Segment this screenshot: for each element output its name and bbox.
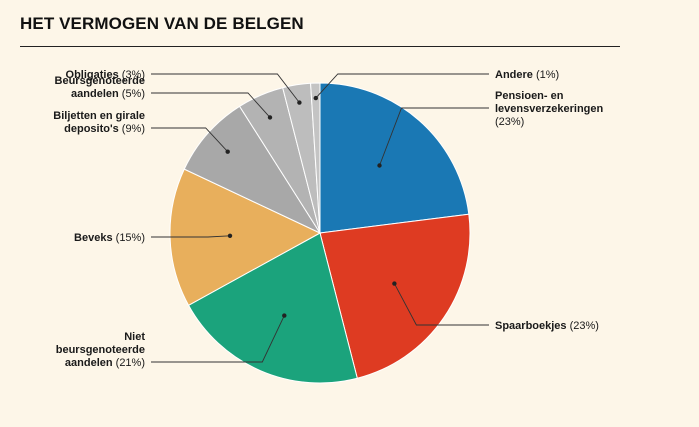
pie-slice-niet-beurs [187,232,358,384]
slice-label-beveks: Beveks (15%) [74,232,145,244]
leader-dot-pensioen [377,163,382,168]
pie-slice-biljetten [183,105,322,235]
slice-label-obligaties: Obligaties (3%) [66,69,145,81]
pie-slices [169,82,471,384]
leader-line-niet-beurs [151,315,285,363]
slice-label-spaarboekjes: Spaarboekjes (23%) [495,320,599,332]
pie-slice-spaarboekjes [319,213,471,379]
chart-title: HET VERMOGEN VAN DE BELGEN [20,14,304,33]
slice-label-pensioen: Pensioen- en levensverzekeringen (23%) [495,90,604,128]
pie-slice-andere [310,82,321,234]
leader-dot-biljetten [225,149,230,154]
slice-label-beurs: Beursgenoteerde aandelen (5%) [55,75,145,100]
leader-dot-niet-beurs [282,313,287,318]
title-divider [20,46,620,47]
leader-dot-andere [313,95,318,101]
slice-label-biljetten: Biljetten en girale deposito's (9%) [53,110,145,135]
slice-label-andere: Andere (1%) [495,69,559,81]
leader-dot-spaarboekjes [392,281,397,286]
leader-dot-obligaties [297,100,302,105]
leader-line-pensioen [379,107,489,166]
pie-slice-beveks [169,168,322,306]
leader-lines [151,73,489,363]
leader-line-beurs [151,92,271,118]
leader-line-beveks [151,235,231,238]
leader-line-andere [315,73,489,99]
leader-line-obligaties [151,73,300,103]
leader-line-spaarboekjes [394,283,489,326]
leader-dot-beveks [227,233,233,238]
slice-label-niet-beurs: Niet beursgenoteerde aandelen (21%) [56,331,146,369]
pie-slice-pensioen [319,82,470,234]
leader-dot-beurs [267,115,273,120]
slice-labels: Pensioen- en levensverzekeringen (23%) Spaa… [53,69,603,369]
leader-line-biljetten [151,127,229,153]
